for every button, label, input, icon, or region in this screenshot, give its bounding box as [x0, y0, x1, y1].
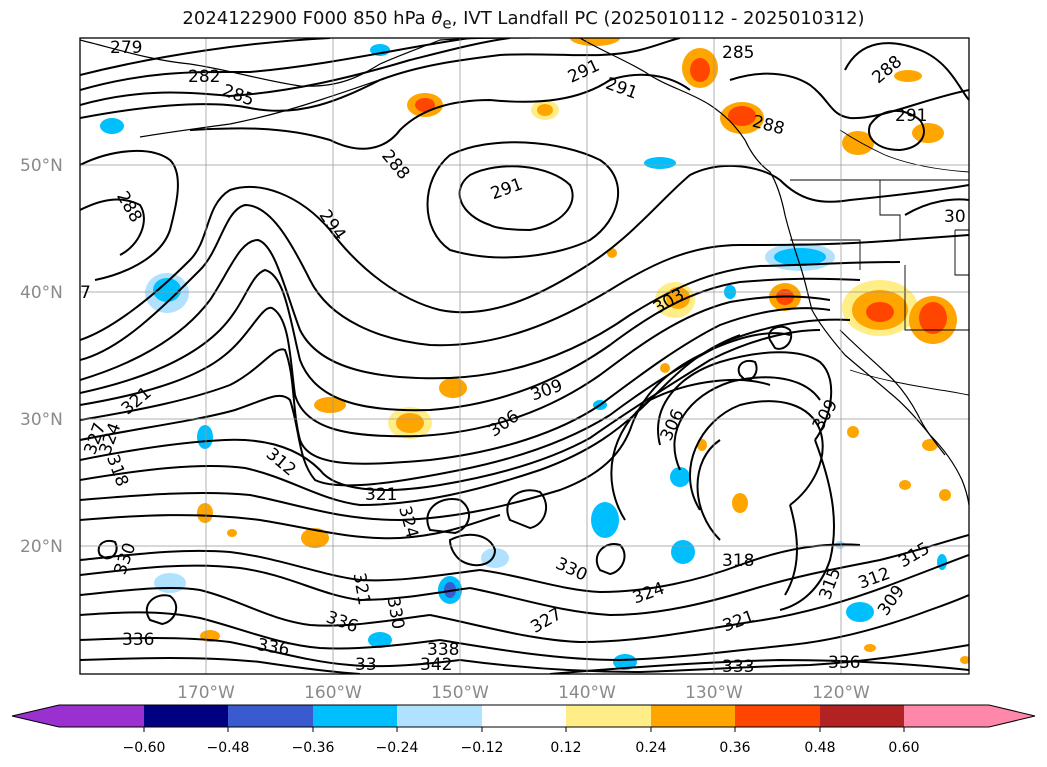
- contour-label: 318: [722, 551, 754, 571]
- contour-label: 338: [427, 640, 459, 660]
- coastlines: [80, 38, 969, 506]
- contour-label: 33: [355, 655, 377, 675]
- colorbar-over-arrow: [989, 705, 1035, 727]
- colorbar-bin: [228, 705, 313, 727]
- lon-label: 160°W: [304, 683, 362, 703]
- colorbar-bin: [904, 705, 989, 727]
- map-frame: [79, 37, 970, 675]
- colorbar-bin: [59, 705, 144, 727]
- plot-title: 2024122900 F000 850 hPa θe, IVT Landfall…: [182, 8, 865, 33]
- lon-label: 150°W: [431, 683, 489, 703]
- lon-label: 170°W: [177, 683, 235, 703]
- colorbar-tick-label: −0.36: [292, 740, 335, 756]
- lat-lon-grid: [80, 38, 969, 674]
- lon-label: 140°W: [558, 683, 616, 703]
- contour-label: 282: [188, 67, 220, 87]
- lat-label: 30°N: [20, 410, 63, 430]
- contour-label: 30: [944, 207, 966, 227]
- colorbar-bin: [144, 705, 228, 727]
- contour-label: 321: [365, 485, 397, 505]
- colorbar-tick-label: 0.24: [635, 740, 666, 756]
- colorbar-tick-label: 0.60: [888, 740, 919, 756]
- colorbar-bin: [482, 705, 566, 727]
- contour-label: 336: [828, 653, 860, 673]
- colorbar-tick-label: 0.12: [550, 740, 581, 756]
- colorbar-bin: [397, 705, 482, 727]
- latitude-labels: 50°N 40°N 30°N 20°N: [20, 156, 63, 557]
- lat-label: 40°N: [20, 283, 63, 303]
- lon-label: 130°W: [685, 683, 743, 703]
- colorbar-tick-label: −0.24: [376, 740, 419, 756]
- colorbar-bin: [820, 705, 904, 727]
- colorbar-tick-label: −0.60: [123, 740, 166, 756]
- colorbar-outline: [11, 704, 1036, 728]
- longitude-labels: 170°W 160°W 150°W 140°W 130°W 120°W: [177, 683, 870, 703]
- contour-label: 7: [80, 283, 91, 303]
- colorbar-tick-label: −0.12: [461, 740, 504, 756]
- colorbar-bin: [566, 705, 651, 727]
- map-area: 279 282 285 288 291 294 285 291 291 288 …: [80, 38, 969, 677]
- lat-label: 50°N: [20, 156, 63, 176]
- colorbar-bin: [651, 705, 735, 727]
- contour-label: 279: [110, 38, 142, 58]
- theta-e-contours: [80, 38, 969, 674]
- colorbar-tick-label: 0.48: [804, 740, 835, 756]
- contour-label: 342: [420, 655, 452, 675]
- contour-label: 291: [895, 106, 927, 126]
- lat-label: 20°N: [20, 537, 63, 557]
- contour-label: 333: [722, 657, 754, 677]
- contour-label: 285: [722, 43, 754, 63]
- contour-label: 336: [122, 630, 154, 650]
- colorbar-bin: [735, 705, 820, 727]
- lon-label: 120°W: [812, 683, 870, 703]
- colorbar: −0.60 −0.48 −0.36 −0.24 −0.12 0.12 0.24 …: [11, 704, 1036, 756]
- colorbar-tick-label: −0.48: [207, 740, 250, 756]
- colorbar-tick-label: 0.36: [719, 740, 750, 756]
- colorbar-under-arrow: [12, 705, 59, 727]
- colorbar-bin: [313, 705, 397, 727]
